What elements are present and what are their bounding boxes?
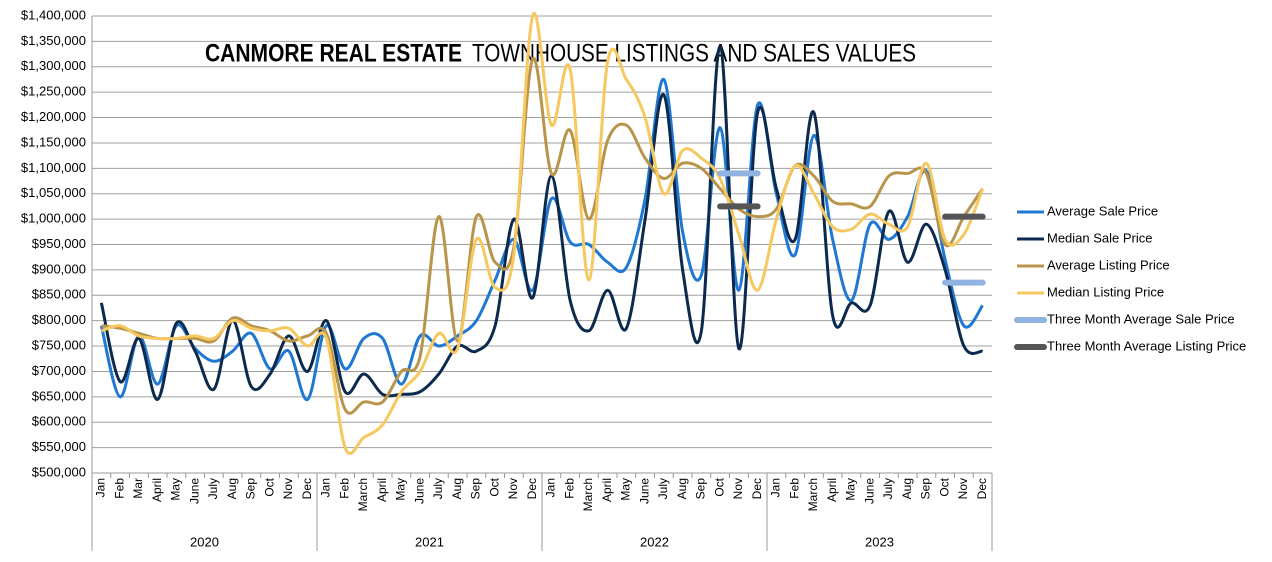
series-line <box>717 170 986 286</box>
x-tick-label: Feb <box>787 478 801 499</box>
x-tick-label: Sep <box>694 478 708 500</box>
x-tick-label: May <box>844 478 858 501</box>
x-tick-label: Dec <box>300 478 314 499</box>
x-tick-label: Mar <box>131 478 145 499</box>
x-tick-label: Aug <box>450 478 464 499</box>
x-tick-label: June <box>412 478 426 504</box>
year-label: 2023 <box>865 534 894 549</box>
x-tick-label: Dec <box>975 478 989 499</box>
series-line <box>101 57 984 415</box>
x-tick-label: March <box>806 478 820 511</box>
x-tick-label: Sep <box>244 478 258 500</box>
y-tick-label: $1,300,000 <box>21 58 86 73</box>
y-tick-label: $1,350,000 <box>21 33 86 48</box>
x-tick-label: Aug <box>225 478 239 499</box>
x-tick-label: Oct <box>262 477 276 496</box>
x-tick-label: Jan <box>769 478 783 497</box>
x-tick-label: Jan <box>94 478 108 497</box>
x-tick-label: Dec <box>750 478 764 499</box>
y-tick-label: $1,200,000 <box>21 109 86 124</box>
y-tick-label: $1,400,000 <box>21 7 86 22</box>
x-tick-label: Feb <box>562 478 576 499</box>
x-tick-label: Sep <box>469 478 483 500</box>
x-tick-label: July <box>656 478 670 499</box>
y-tick-label: $950,000 <box>32 236 86 251</box>
legend-label: Median Listing Price <box>1047 284 1164 299</box>
x-tick-label: Feb <box>337 478 351 499</box>
series-line <box>100 11 985 456</box>
x-tick-label: March <box>356 478 370 511</box>
chart-title: CANMORE REAL ESTATE <box>205 40 462 68</box>
x-tick-label: July <box>206 478 220 499</box>
x-tick-label: April <box>150 478 164 502</box>
x-tick-label: Aug <box>675 478 689 499</box>
chart-subtitle: TOWNHOUSE LISTINGS AND SALES VALUES <box>472 40 916 68</box>
x-tick-label: Oct <box>937 477 951 496</box>
legend-label: Median Sale Price <box>1047 230 1153 245</box>
series-line <box>717 203 986 220</box>
legend-label: Three Month Average Listing Price <box>1047 338 1246 353</box>
x-tick-label: Nov <box>956 478 970 499</box>
x-tick-label: April <box>375 478 389 502</box>
x-tick-label: Nov <box>731 478 745 499</box>
x-tick-label: Jan <box>319 478 333 497</box>
x-tick-label: Dec <box>525 478 539 499</box>
y-tick-label: $500,000 <box>32 464 86 479</box>
y-tick-label: $850,000 <box>32 287 86 302</box>
x-tick-label: Oct <box>487 477 501 496</box>
x-tick-label: Nov <box>281 478 295 499</box>
x-tick-label: Nov <box>506 478 520 499</box>
year-label: 2020 <box>190 534 219 549</box>
y-tick-label: $600,000 <box>32 414 86 429</box>
year-label: 2021 <box>415 534 444 549</box>
y-tick-label: $1,050,000 <box>21 185 86 200</box>
x-tick-label: April <box>600 478 614 502</box>
series-line <box>99 77 984 401</box>
x-tick-label: Aug <box>900 478 914 499</box>
x-tick-label: July <box>431 478 445 499</box>
x-tick-label: May <box>394 478 408 501</box>
y-tick-label: $900,000 <box>32 261 86 276</box>
x-tick-label: June <box>637 478 651 504</box>
legend-label: Average Listing Price <box>1047 257 1170 272</box>
x-tick-label: May <box>169 478 183 501</box>
x-tick-label: June <box>862 478 876 504</box>
y-tick-label: $750,000 <box>32 337 86 352</box>
x-tick-label: Jan <box>544 478 558 497</box>
x-tick-label: March <box>581 478 595 511</box>
x-tick-label: Feb <box>112 478 126 499</box>
x-tick-label: Oct <box>712 477 726 496</box>
year-label: 2022 <box>640 534 669 549</box>
y-tick-label: $1,250,000 <box>21 84 86 99</box>
x-tick-label: May <box>619 478 633 501</box>
x-tick-label: April <box>825 478 839 502</box>
y-tick-label: $700,000 <box>32 363 86 378</box>
y-tick-label: $550,000 <box>32 439 86 454</box>
y-tick-label: $1,150,000 <box>21 134 86 149</box>
y-tick-label: $1,000,000 <box>21 211 86 226</box>
y-tick-label: $800,000 <box>32 312 86 327</box>
legend-label: Average Sale Price <box>1047 203 1158 218</box>
y-tick-label: $1,100,000 <box>21 160 86 175</box>
legend-label: Three Month Average Sale Price <box>1047 311 1235 326</box>
x-tick-label: July <box>881 478 895 499</box>
y-tick-label: $650,000 <box>32 388 86 403</box>
x-tick-label: June <box>187 478 201 504</box>
x-tick-label: Sep <box>919 478 933 500</box>
